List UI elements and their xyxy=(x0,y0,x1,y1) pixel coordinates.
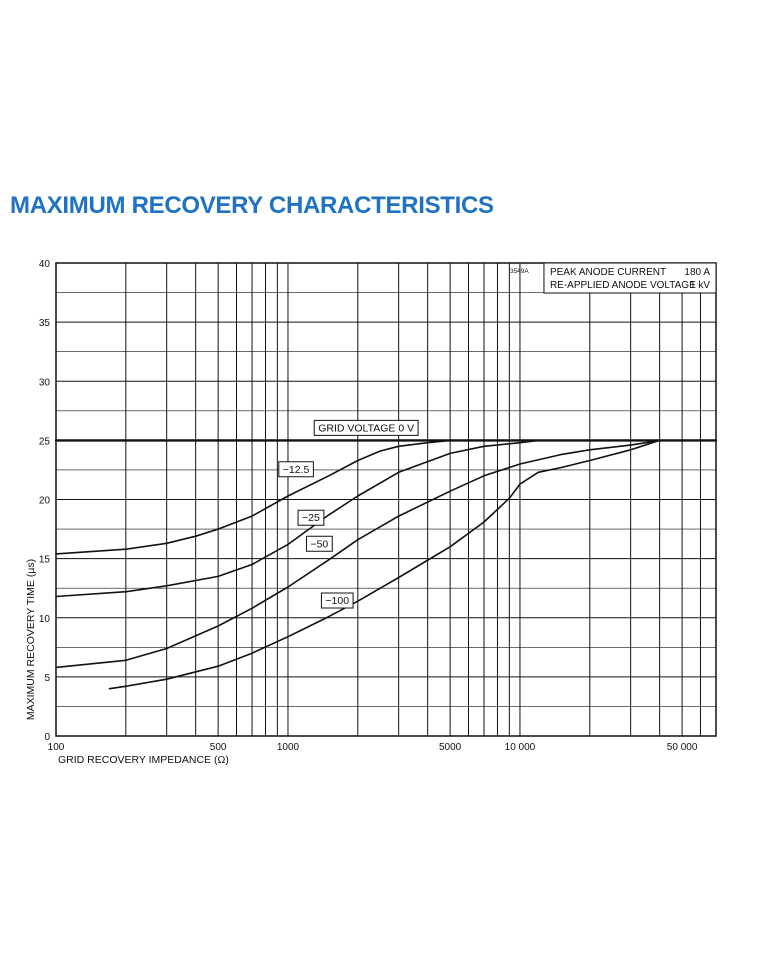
y-tick-label: 25 xyxy=(39,436,51,447)
x-tick-label: 5000 xyxy=(439,742,462,753)
y-tick-label: 20 xyxy=(39,496,51,507)
condition-value: 1 kV xyxy=(690,280,710,291)
plot-frame xyxy=(55,262,717,737)
y-axis-title: MAXIMUM RECOVERY TIME (µs) xyxy=(25,559,37,720)
grid xyxy=(55,262,717,737)
series-line xyxy=(55,439,661,669)
series-label-box xyxy=(278,461,314,478)
series-label: −25 xyxy=(297,509,325,526)
series-label-box xyxy=(320,592,354,609)
page-title: MAXIMUM RECOVERY CHARACTERISTICS xyxy=(10,192,494,219)
y-tick-label: 5 xyxy=(44,673,50,684)
condition-label: RE-APPLIED ANODE VOLTAGE xyxy=(550,280,696,291)
series-line xyxy=(55,439,451,555)
y-tick-label: 35 xyxy=(39,318,51,329)
x-tick-label: 10 000 xyxy=(505,742,536,753)
series-labels: GRID VOLTAGE 0 V −12.5 −25 −50 −100 xyxy=(278,419,419,609)
series-label-text: −50 xyxy=(310,538,328,550)
y-tick-label: 40 xyxy=(39,259,51,270)
y-tick-label: 10 xyxy=(39,614,51,625)
figure-code: 3549A xyxy=(510,268,529,275)
series-group xyxy=(54,439,718,690)
series-label: −12.5 xyxy=(278,461,314,478)
y-tick-label: 30 xyxy=(39,377,51,388)
x-tick-label: 100 xyxy=(48,742,65,753)
series-label-box xyxy=(305,535,333,552)
series-line xyxy=(108,439,661,690)
series-label: −50 xyxy=(305,535,333,552)
conditions-box-frame xyxy=(543,262,717,294)
series-line xyxy=(55,439,540,598)
x-tick-label: 1000 xyxy=(277,742,300,753)
series-label-text: GRID VOLTAGE 0 V xyxy=(318,422,414,434)
y-tick-label: 0 xyxy=(44,732,50,743)
series-label-text: −25 xyxy=(302,512,320,524)
conditions-box: PEAK ANODE CURRENT 180 A RE-APPLIED ANOD… xyxy=(543,262,717,294)
condition-label: PEAK ANODE CURRENT xyxy=(550,267,666,278)
series-label-box xyxy=(313,419,419,436)
x-axis-title: GRID RECOVERY IMPEDANCE (Ω) xyxy=(58,754,229,766)
condition-value: 180 A xyxy=(684,267,710,278)
axis-ticks: 0 5 10 15 20 25 30 35 40 100 500 1000 5000 10 000 50 0… xyxy=(39,259,698,753)
series-label: −100 xyxy=(320,592,354,609)
series-label: GRID VOLTAGE 0 V xyxy=(313,419,419,436)
x-tick-label: 50 000 xyxy=(667,742,698,753)
x-tick-label: 500 xyxy=(210,742,227,753)
series-label-text: −100 xyxy=(325,595,349,607)
series-label-box xyxy=(297,509,325,526)
y-tick-label: 15 xyxy=(39,555,51,566)
series-label-text: −12.5 xyxy=(283,464,310,476)
